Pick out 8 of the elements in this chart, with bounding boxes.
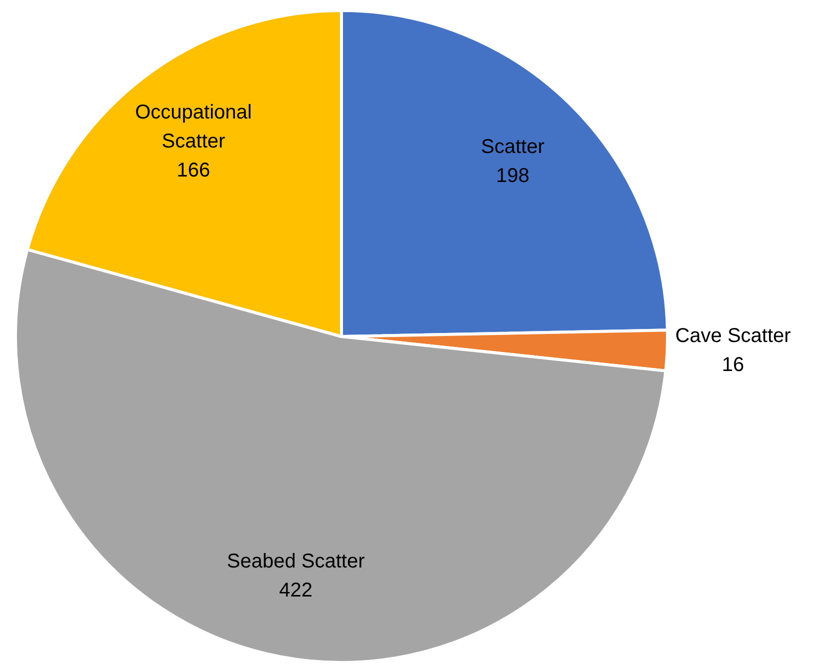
data-label: 16 <box>722 354 744 376</box>
slice-label: Occupational Scatter <box>135 101 252 152</box>
slice-label: Scatter <box>481 136 545 158</box>
data-label: 198 <box>496 164 530 187</box>
data-label: 422 <box>279 580 312 602</box>
data-label: 166 <box>176 159 210 182</box>
slice-label: Seabed Scatter <box>226 550 366 573</box>
slice-label: Cave Scatter <box>675 324 792 347</box>
